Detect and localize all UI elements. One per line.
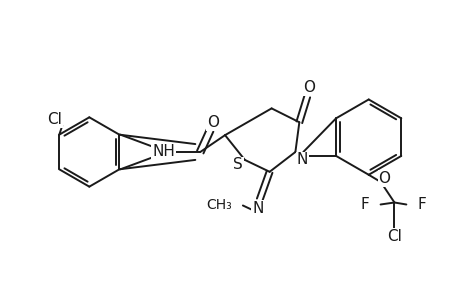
Text: Cl: Cl	[386, 229, 401, 244]
Text: F: F	[416, 197, 425, 212]
Text: F: F	[360, 197, 369, 212]
Text: N: N	[296, 152, 308, 167]
Text: Cl: Cl	[47, 112, 62, 127]
Text: O: O	[207, 115, 218, 130]
Text: O: O	[378, 171, 390, 186]
Text: S: S	[233, 158, 242, 172]
Text: CH₃: CH₃	[206, 199, 231, 212]
Text: NH: NH	[152, 145, 175, 160]
Text: N: N	[252, 201, 263, 216]
Text: O: O	[302, 80, 314, 95]
